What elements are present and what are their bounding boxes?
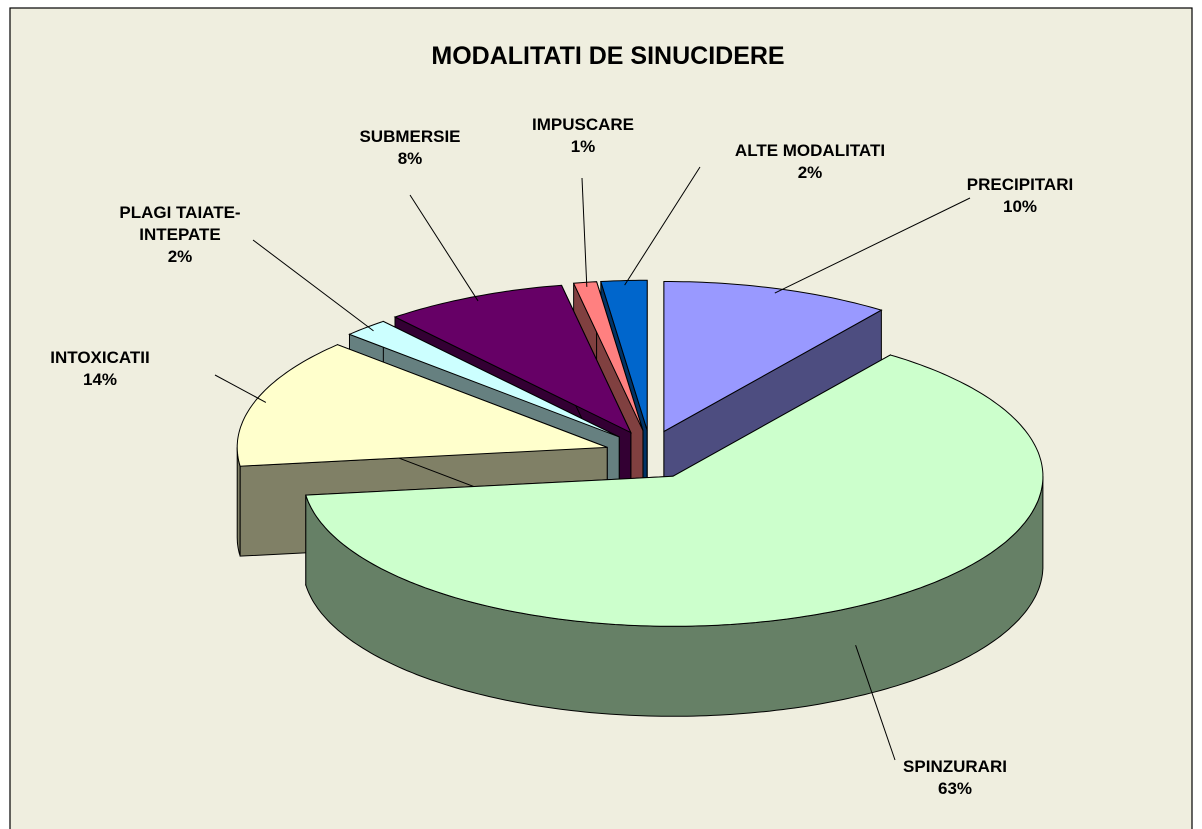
- value-label: 2%: [798, 163, 823, 182]
- slice-top: [663, 281, 883, 433]
- chart-title: MODALITATI DE SINUCIDERE: [431, 42, 784, 70]
- value-label: 63%: [938, 779, 972, 798]
- slice-top: [236, 344, 608, 467]
- leader-line: [624, 166, 701, 286]
- leader-line: [252, 239, 374, 332]
- slice-label: INTOXICATII: [50, 348, 150, 367]
- leader-line: [214, 374, 267, 403]
- slice-top: [600, 279, 648, 431]
- slice-label: SUBMERSIE: [359, 127, 460, 146]
- value-label: 1%: [571, 137, 596, 156]
- slice: [305, 354, 1044, 717]
- leader-line: [409, 194, 479, 302]
- leader-line: [774, 197, 971, 294]
- value-label: 10%: [1003, 197, 1037, 216]
- value-label: 2%: [168, 247, 193, 266]
- leader-line: [581, 177, 588, 287]
- slice-label: PLAGI TAIATE-INTEPATE: [119, 203, 240, 244]
- slice-label: IMPUSCARE: [532, 115, 634, 134]
- slice-label: ALTE MODALITATI: [735, 141, 885, 160]
- value-label: 14%: [83, 370, 117, 389]
- leader-line: [855, 645, 896, 761]
- slice-label: SPINZURARI: [903, 757, 1007, 776]
- slice-top: [305, 354, 1044, 627]
- value-label: 8%: [398, 149, 423, 168]
- slice-label: PRECIPITARI: [967, 175, 1073, 194]
- slice-top: [393, 284, 632, 434]
